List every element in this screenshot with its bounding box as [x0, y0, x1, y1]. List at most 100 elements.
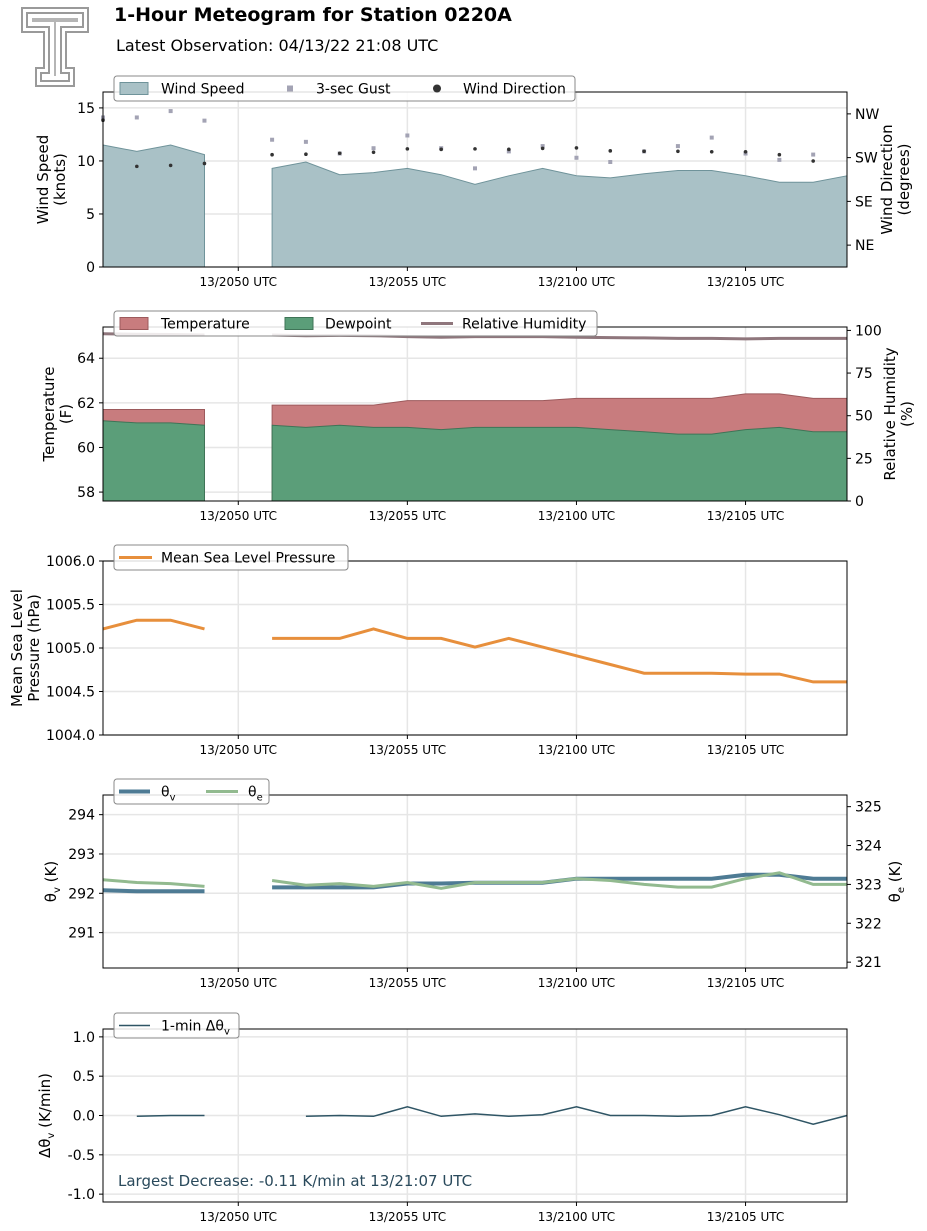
- x-tick-label: 13/2055 UTC: [369, 509, 446, 523]
- wind-direction-point: [135, 164, 139, 169]
- wind-direction-point: [777, 152, 782, 157]
- legend-label: θv: [161, 785, 176, 804]
- wind-direction-point: [540, 146, 545, 151]
- gust-point: [202, 118, 207, 123]
- gust-point: [168, 109, 173, 114]
- y-axis-label: Temperature(F): [40, 366, 75, 462]
- wind-direction-point: [371, 150, 376, 155]
- chart-panel-4: 13/2050 UTC 13/2055 UTC 13/2100 UTC 13/2105…: [42, 778, 907, 990]
- legend-label: Dewpoint: [325, 317, 392, 333]
- gust-point: [506, 149, 511, 154]
- wind-direction-point: [811, 159, 815, 163]
- gust-point: [709, 135, 714, 140]
- y-right-tick-label: 25: [855, 451, 873, 467]
- wind-direction-point: [473, 147, 477, 151]
- y-tick-label: 292: [68, 886, 95, 902]
- wind-direction-point: [337, 151, 342, 156]
- wind-direction-point: [439, 147, 443, 152]
- y-tick-label: 64: [77, 351, 95, 367]
- y-right-tick-label: SW: [855, 151, 878, 167]
- y-tick-label: 10: [77, 154, 95, 170]
- y-tick-label: 0.5: [73, 1069, 95, 1085]
- y-right-axis-label: Wind Direction(degrees): [878, 124, 913, 234]
- wind-direction-point: [168, 163, 173, 168]
- wind-speed-area: [102, 144, 205, 268]
- wind-direction-point: [709, 149, 714, 154]
- gust-point: [675, 144, 680, 149]
- wind-direction-point: [608, 149, 613, 153]
- y-right-tick-label: 322: [855, 916, 882, 932]
- legend-swatch: [284, 317, 314, 330]
- y-right-tick-label: NE: [855, 238, 874, 254]
- x-tick-label: 13/2050 UTC: [200, 1210, 277, 1224]
- theta-e-line: [102, 878, 205, 888]
- y-tick-label: 62: [77, 396, 95, 412]
- y-tick-label: -0.5: [68, 1148, 95, 1164]
- wind-direction-point: [202, 161, 207, 166]
- legend-label: 3-sec Gust: [316, 82, 391, 98]
- wind-direction-point: [574, 146, 579, 150]
- x-tick-label: 13/2055 UTC: [369, 976, 446, 990]
- y-tick-label: 0.0: [73, 1109, 95, 1125]
- wind-direction-point: [642, 149, 646, 154]
- chart-panel-3: 13/2050 UTC 13/2055 UTC 13/2100 UTC 13/2105…: [8, 544, 848, 757]
- texas-tech-logo: [21, 7, 89, 87]
- plot-frame: [102, 794, 848, 969]
- legend-label: Mean Sea Level Pressure: [161, 551, 335, 567]
- x-tick-label: 13/2055 UTC: [369, 743, 446, 757]
- dtheta-line: [305, 1106, 848, 1125]
- y-tick-label: -1.0: [68, 1187, 95, 1203]
- legend-box: [113, 75, 576, 102]
- legend-swatch: [433, 84, 441, 93]
- y-axis-label: Mean Sea LevelPressure (hPa): [8, 589, 43, 707]
- theta-v-line: [102, 888, 205, 894]
- y-axis-label: Δθv (K/min): [36, 1073, 57, 1158]
- legend-swatch: [119, 317, 149, 330]
- gust-point: [608, 160, 613, 164]
- x-tick-label: 13/2100 UTC: [538, 275, 615, 289]
- y-tick-label: 294: [68, 808, 95, 824]
- y-right-tick-label: 50: [855, 409, 873, 425]
- wind-direction-point: [743, 149, 748, 154]
- y-tick-label: 60: [77, 440, 95, 456]
- legend-label: Relative Humidity: [462, 317, 586, 333]
- x-tick-label: 13/2050 UTC: [200, 976, 277, 990]
- dewpoint-area: [271, 424, 848, 502]
- gust-point: [574, 155, 579, 160]
- y-right-tick-label: 100: [855, 323, 882, 339]
- y-axis-label: Wind Speed(knots): [34, 135, 69, 225]
- legend-label: Wind Speed: [161, 82, 245, 98]
- gust-point: [371, 146, 376, 151]
- legend-swatch: [119, 82, 149, 95]
- largest-decrease-annotation: Largest Decrease: -0.11 K/min at 13/21:0…: [118, 1172, 472, 1190]
- gust-point: [473, 166, 477, 171]
- legend-label: Temperature: [160, 317, 250, 333]
- wind-speed-area: [271, 161, 848, 268]
- mslp-line: [272, 627, 847, 684]
- legend-box: [113, 310, 598, 337]
- x-tick-label: 13/2100 UTC: [538, 743, 615, 757]
- legend-box: [113, 1012, 240, 1039]
- x-tick-label: 13/2100 UTC: [538, 1210, 615, 1224]
- y-tick-label: 1005.5: [46, 598, 95, 614]
- wind-direction-point: [270, 152, 274, 157]
- x-tick-label: 13/2100 UTC: [538, 509, 615, 523]
- y-right-tick-label: 323: [855, 877, 882, 893]
- dewpoint-area: [102, 420, 205, 502]
- y-axis-label: θv (K): [42, 861, 63, 902]
- y-right-tick-label: 75: [855, 366, 873, 382]
- gust-point: [811, 152, 816, 157]
- wind-direction-point: [405, 147, 410, 151]
- x-tick-label: 13/2105 UTC: [707, 275, 784, 289]
- x-tick-label: 13/2050 UTC: [200, 275, 277, 289]
- y-tick-label: 5: [86, 207, 95, 223]
- chart-panel-2: 13/2050 UTC 13/2055 UTC 13/2100 UTC 13/2105…: [40, 310, 916, 523]
- legend-label: 1-min Δθv: [161, 1019, 230, 1038]
- chart-panel-5: 13/2050 UTC 13/2055 UTC 13/2100 UTC 13/2105…: [36, 1012, 848, 1224]
- x-tick-label: 13/2050 UTC: [200, 509, 277, 523]
- gust-point: [134, 115, 139, 120]
- theta-e-line: [271, 871, 847, 890]
- x-tick-label: 13/2105 UTC: [707, 743, 784, 757]
- x-tick-label: 13/2105 UTC: [707, 1210, 784, 1224]
